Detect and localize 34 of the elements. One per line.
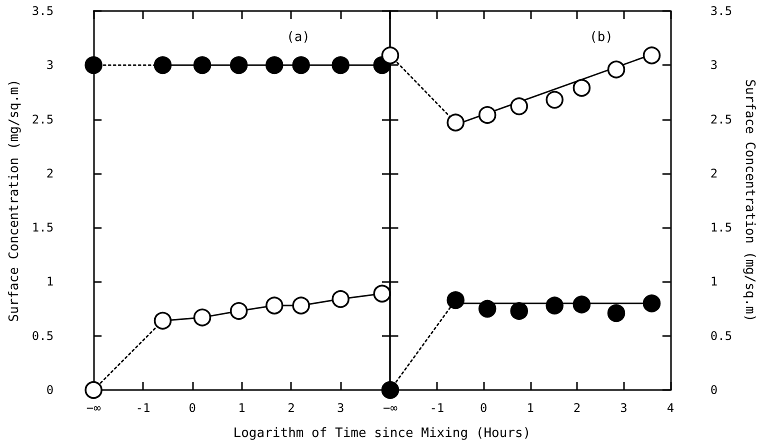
x-tick-label: 1 [526,401,534,415]
y-tick-label: 2.5 [32,112,54,126]
y2-axis-title: Surface Concentration (mg/sq.m) [742,79,757,322]
y2-tick-label: 3 [710,58,718,72]
y-axis-title: Surface Concentration (mg/sq.m) [7,79,22,322]
x-tick-label: -1 [430,401,444,415]
y2-tick-label: 0.5 [710,328,732,343]
y-tick-label: 1 [46,274,54,289]
x-tick-label: 2 [288,401,295,415]
x-tick-label: 3 [336,401,344,415]
y-tick-label: 3 [46,58,54,72]
y-tick-label: 1.5 [32,220,54,235]
x-tick-label: 3 [620,401,628,415]
y2-tick-label: 2 [710,166,718,180]
y-tick-label: 3.5 [32,4,54,18]
x-tick-label: 2 [573,401,581,415]
y2-tick-label: 1.5 [710,220,732,235]
y2-tick-label: 0 [710,383,718,397]
x-tick-label: −∞ [383,401,398,415]
x-tick-label: -1 [136,401,150,415]
x-tick-label: 4 [666,401,674,415]
x-axis-title: Logarithm of Time since Mixing (Hours) [232,426,532,441]
y2-tick-label: 3.5 [710,4,732,18]
y-tick-label: 2 [46,166,54,180]
text: (a) [286,30,310,45]
text: (b) [590,30,614,45]
x-tick-label: 0 [188,401,196,415]
x-tick-label: 1 [238,401,246,415]
y-tick-label: 0.5 [32,328,54,343]
x-tick-label: −∞ [86,401,101,415]
x-tick-label: 0 [480,401,488,415]
y-tick-label: 0 [46,383,54,397]
y2-tick-label: 1 [710,274,718,289]
y2-tick-label: 2.5 [710,112,732,126]
